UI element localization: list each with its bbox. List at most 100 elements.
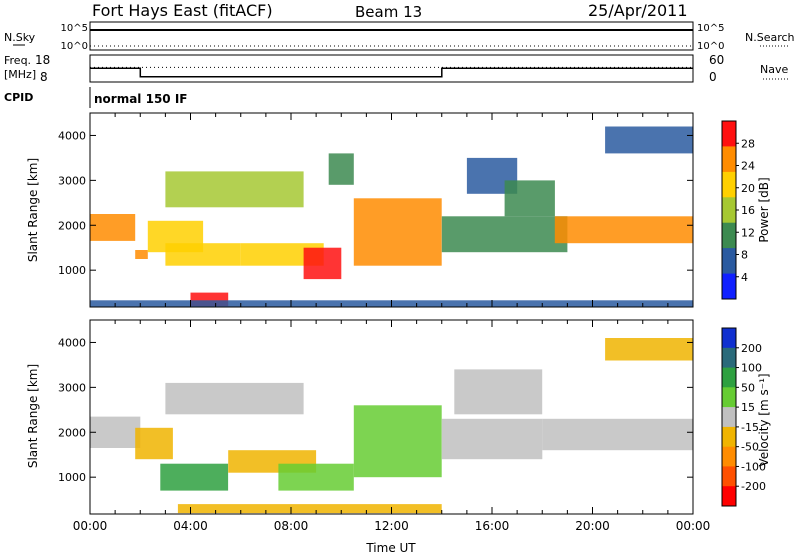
scatter-patch: [135, 427, 173, 460]
colorbar-tick-label: 24: [741, 160, 755, 173]
colorbar-tick-label: -50: [741, 441, 759, 454]
scatter-patch: [165, 382, 304, 415]
colorbar-swatch: [722, 171, 736, 198]
colorbar-tick-label: 200: [741, 342, 762, 355]
x-tick-label: 16:00: [475, 519, 510, 533]
scatter-patch: [454, 369, 543, 415]
colorbar-tick-label: -200: [741, 480, 766, 493]
scatter-patch: [177, 504, 442, 514]
colorbar-swatch: [722, 222, 736, 249]
scatter-patch: [90, 416, 141, 448]
freq-tick-top: 18: [35, 53, 50, 67]
scatter-patch: [160, 463, 229, 491]
nsearch-tick-top: 10^5: [697, 23, 724, 34]
y-tick-label: 3000: [58, 381, 86, 394]
x-tick-label: 08:00: [274, 519, 309, 533]
colorbar-swatch: [722, 347, 736, 369]
freq-series-line: [90, 67, 693, 78]
colorbar-tick-label: 4: [741, 271, 748, 284]
scatter-patch: [240, 243, 324, 266]
scatter-patch: [90, 214, 136, 241]
scatter-patch: [542, 418, 694, 451]
colorbar-swatch: [722, 426, 736, 448]
velocity-heatmap: [90, 338, 694, 514]
colorbar-swatch: [722, 248, 736, 274]
nave-tick-bottom: 0: [709, 70, 717, 84]
y-tick-label: 2000: [58, 426, 86, 439]
colorbar-tick-label: 8: [741, 249, 748, 262]
velocity-ylabel: Slant Range [km]: [26, 364, 40, 468]
power-colorbar: 28 24 20 16 12 8 4: [721, 120, 755, 300]
velocity-yaxis: 1000 2000 3000 4000: [58, 336, 693, 484]
y-tick-label: 1000: [58, 471, 86, 484]
power-heatmap: [90, 126, 693, 307]
colorbar-tick-label: -15: [741, 421, 759, 434]
x-tick-label: 12:00: [374, 519, 409, 533]
x-axis-label: Time UT: [365, 541, 416, 554]
x-tick-label: 04:00: [173, 519, 208, 533]
y-tick-label: 3000: [58, 174, 86, 187]
nsky-tick-bottom: 10^0: [61, 41, 88, 52]
scatter-patch: [165, 171, 304, 208]
colorbar-swatch: [722, 407, 736, 428]
x-tick-label: 20:00: [575, 519, 610, 533]
colorbar-tick-label: 100: [741, 362, 762, 375]
station-title: Fort Hays East (fitACF): [92, 1, 273, 20]
colorbar-tick-label: -100: [741, 460, 766, 473]
y-tick-label: 4000: [58, 129, 86, 142]
scatter-patch: [605, 126, 693, 154]
nave-tick-top: 60: [709, 53, 724, 67]
x-tick-label: 00:00: [676, 519, 711, 533]
nave-label: Nave: [760, 63, 788, 76]
scatter-patch: [303, 247, 342, 280]
colorbar-swatch: [722, 486, 736, 507]
scatter-patch: [605, 338, 693, 361]
colorbar-tick-label: 15: [741, 401, 755, 414]
y-tick-label: 1000: [58, 264, 86, 277]
power-colorbar-label: Power [dB]: [757, 177, 771, 242]
colorbar-swatch: [722, 387, 736, 408]
y-tick-label: 4000: [58, 336, 86, 349]
colorbar-swatch: [722, 367, 736, 388]
scatter-patch: [328, 153, 354, 185]
scatter-patch: [135, 250, 148, 259]
y-tick-label: 2000: [58, 219, 86, 232]
scatter-patch: [165, 243, 241, 266]
colorbar-swatch: [722, 197, 736, 224]
freq-tick-bottom: 8: [40, 70, 48, 84]
nsearch-tick-bottom: 10^0: [697, 41, 724, 52]
colorbar-swatch: [722, 446, 736, 467]
beam-title: Beam 13: [355, 3, 422, 21]
date-title: 25/Apr/2011: [588, 1, 688, 20]
nsky-tick-top: 10^5: [61, 23, 88, 34]
scatter-patch: [441, 216, 568, 253]
nsky-label: N.Sky: [4, 31, 36, 44]
power-ylabel: Slant Range [km]: [26, 158, 40, 262]
scatter-patch: [353, 198, 442, 266]
cpid-label: CPID: [4, 91, 33, 104]
colorbar-tick-label: 12: [741, 226, 755, 239]
freq-label-unit: [MHz]: [4, 68, 36, 81]
scatter-patch: [554, 216, 693, 244]
scatter-patch: [353, 405, 442, 478]
velocity-colorbar: 200 100 50 15 -15 -50 -100 -200: [721, 327, 766, 507]
scatter-patch: [278, 463, 354, 491]
colorbar-tick-label: 20: [741, 182, 755, 195]
colorbar-tick-label: 50: [741, 381, 755, 394]
noise-panel-frame: [89, 21, 694, 51]
freq-label-top: Freq.: [4, 54, 31, 67]
x-tick-label: 00:00: [73, 519, 108, 533]
colorbar-frame: [721, 327, 737, 507]
colorbar-tick-label: 28: [741, 137, 755, 150]
nsearch-label: N.Search: [745, 31, 795, 44]
colorbar-swatch: [722, 121, 736, 147]
colorbar-tick-label: 16: [741, 204, 755, 217]
scatter-patch: [441, 418, 543, 460]
power-yaxis: 1000 2000 3000 4000: [58, 129, 693, 277]
colorbar-swatch: [722, 146, 736, 173]
colorbar-swatch: [722, 328, 736, 349]
power-xaxis: [89, 113, 694, 307]
scatter-patch: [504, 180, 555, 217]
colorbar-swatch: [722, 273, 736, 300]
